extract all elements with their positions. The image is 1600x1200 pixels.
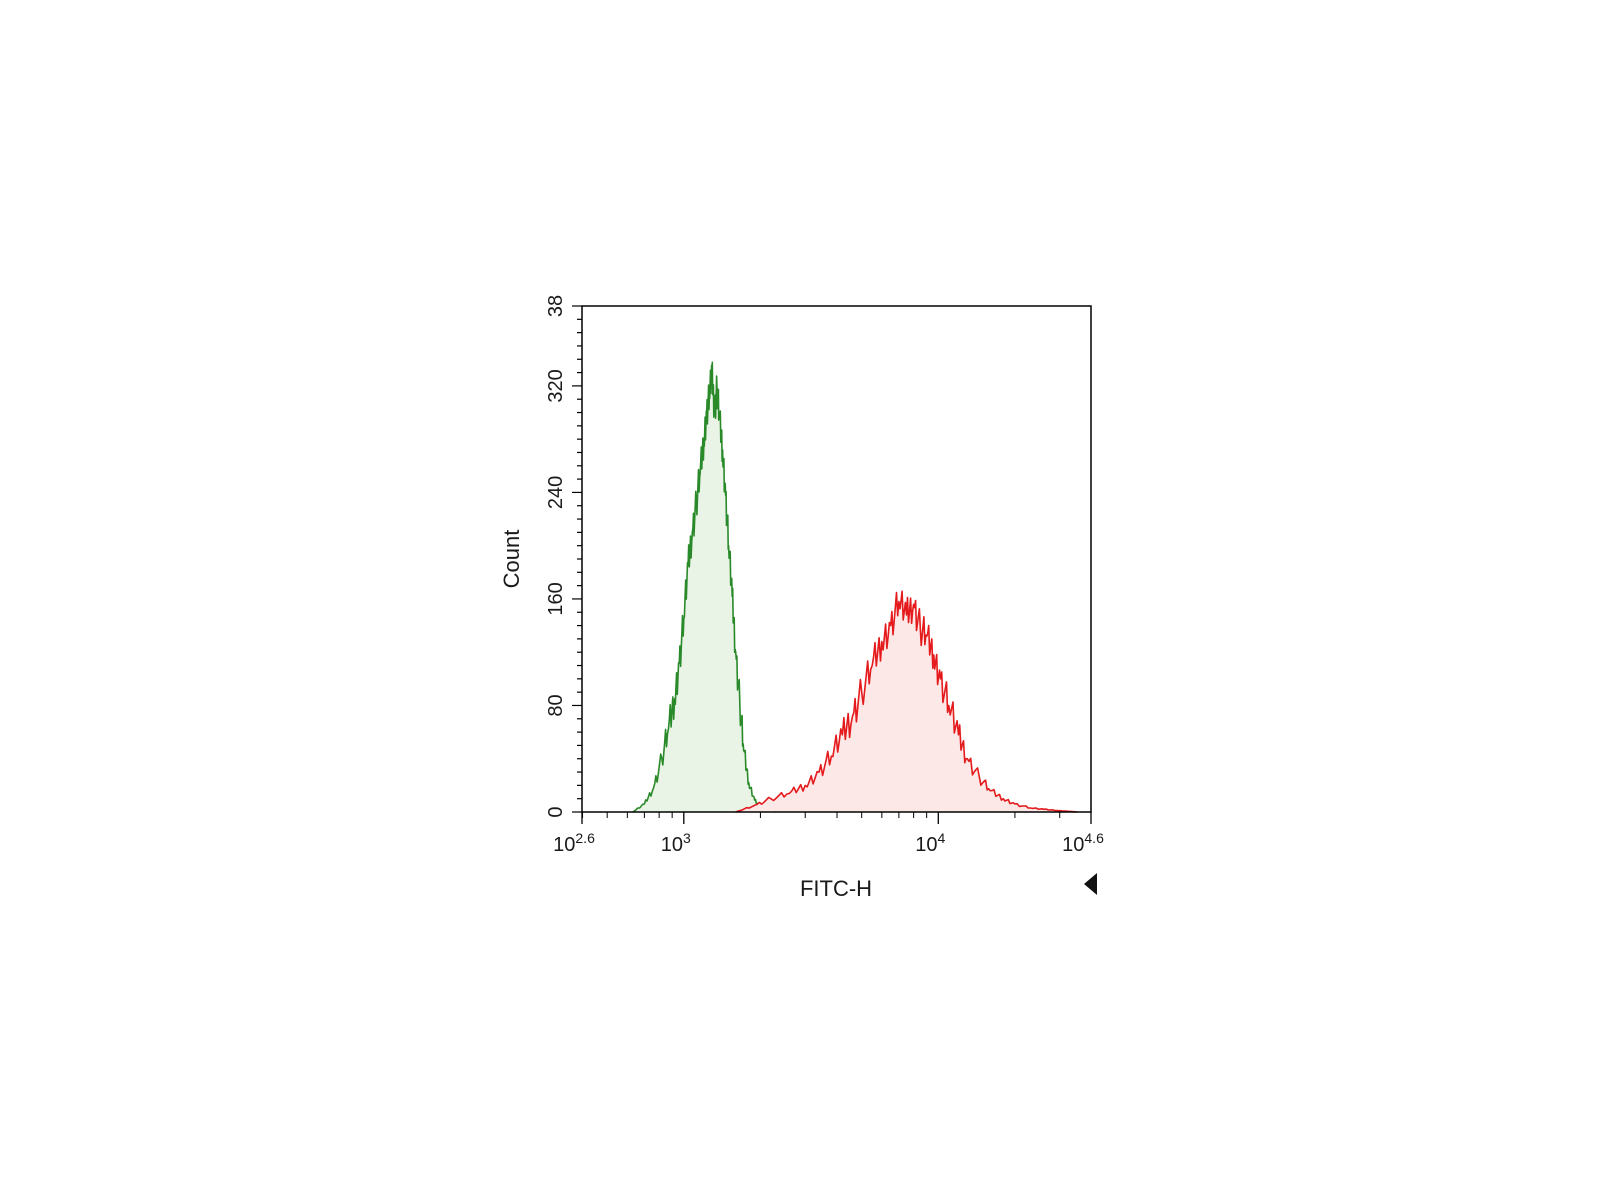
series-2-area bbox=[735, 591, 1077, 812]
y-axis-ticks bbox=[572, 305, 582, 813]
x-axis-ticks bbox=[581, 812, 1092, 824]
x-axis-tick-labels: 102.6 103 104 104.6 bbox=[553, 830, 1104, 856]
y-tick-label: 0 bbox=[545, 806, 567, 817]
y-axis-tick-labels: 0 80 160 240 320 38 bbox=[545, 295, 567, 818]
x-tick-label: 102.6 bbox=[553, 830, 595, 856]
y-tick-label: 320 bbox=[545, 369, 567, 402]
series-1-line bbox=[632, 361, 777, 813]
x-tick-label: 104.6 bbox=[1062, 830, 1104, 856]
series-layer bbox=[632, 361, 1077, 813]
y-tick-label: 160 bbox=[545, 582, 567, 615]
series-2-line bbox=[735, 590, 1077, 813]
x-tick-label: 104 bbox=[915, 830, 945, 856]
triangle-left-icon[interactable] bbox=[1084, 873, 1097, 895]
series-1-area bbox=[632, 362, 776, 812]
y-tick-label: 80 bbox=[545, 694, 567, 716]
x-tick-label: 103 bbox=[661, 830, 691, 856]
y-tick-label: 240 bbox=[545, 476, 567, 509]
x-axis-title: FITC-H bbox=[800, 876, 872, 901]
y-axis-title: Count bbox=[499, 530, 524, 589]
y-tick-label: 38 bbox=[545, 295, 567, 317]
